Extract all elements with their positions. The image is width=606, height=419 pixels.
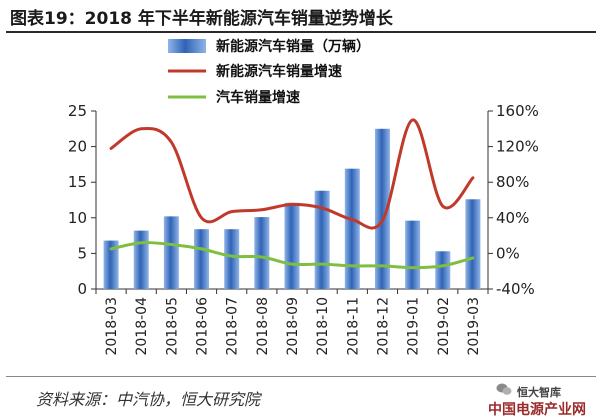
x-tick-label: 2018-03 bbox=[104, 297, 120, 356]
bar bbox=[194, 229, 210, 289]
y-left-tick-label: 25 bbox=[68, 102, 87, 120]
watermark-brand: 恒大智库 bbox=[517, 386, 561, 399]
y-left-tick-label: 10 bbox=[68, 209, 87, 227]
bar bbox=[103, 240, 119, 289]
bar bbox=[284, 202, 300, 289]
y-right-tick-label: 160% bbox=[496, 102, 539, 120]
x-tick-label: 2018-08 bbox=[255, 297, 271, 356]
x-tick-label: 2018-11 bbox=[345, 297, 361, 356]
bar bbox=[224, 229, 240, 289]
y-right-tick-label: 120% bbox=[496, 138, 539, 156]
x-tick-label: 2018-04 bbox=[134, 297, 150, 356]
auto-growth-line bbox=[109, 241, 475, 270]
x-tick-label: 2018-12 bbox=[375, 297, 391, 356]
bar bbox=[465, 199, 481, 289]
source-divider bbox=[6, 376, 596, 377]
x-tick-label: 2018-05 bbox=[164, 297, 180, 356]
bar bbox=[374, 128, 390, 289]
y-right-tick-label: 80% bbox=[496, 173, 529, 191]
legend-label: 新能源汽车销量（万辆） bbox=[216, 38, 370, 55]
y-right-tick-label: 40% bbox=[496, 209, 529, 227]
x-tick-label: 2019-01 bbox=[406, 297, 422, 356]
y-left-tick-label: 15 bbox=[68, 173, 87, 191]
bar bbox=[133, 230, 149, 289]
y-left-tick-label: 20 bbox=[68, 138, 87, 156]
x-tick-label: 2018-09 bbox=[285, 297, 301, 356]
nev-growth-line bbox=[109, 118, 475, 230]
bar bbox=[435, 251, 451, 289]
bar bbox=[405, 220, 421, 289]
figure-title: 图表19：2018 年下半年新能源汽车销量逆势增长 bbox=[10, 9, 393, 29]
y-right-tick-label: -40% bbox=[496, 280, 535, 298]
legend-swatch-bar bbox=[168, 39, 206, 53]
wechat-icon bbox=[496, 383, 512, 395]
x-tick-label: 2019-03 bbox=[466, 297, 482, 356]
x-tick-label: 2018-07 bbox=[225, 297, 241, 356]
y-right-tick-label: 0% bbox=[496, 244, 520, 262]
legend-label: 汽车销量增速 bbox=[216, 89, 300, 106]
bar bbox=[344, 168, 360, 289]
x-tick-label: 2019-02 bbox=[436, 297, 452, 356]
legend-label: 新能源汽车销量增速 bbox=[216, 63, 342, 80]
title-divider bbox=[6, 31, 596, 33]
line-series bbox=[109, 118, 475, 270]
y-left-tick-label: 5 bbox=[77, 244, 87, 262]
x-tick-label: 2018-06 bbox=[195, 297, 211, 356]
source-note: 资料来源：中汽协，恒大研究院 bbox=[36, 390, 261, 409]
axes: 0 5 10 15 20 25 -40% 0% 40% 80% 120% 160% 2018-03 201… bbox=[68, 102, 539, 356]
y-left-tick-label: 0 bbox=[77, 280, 87, 298]
watermark-site: 中国电源产业网 bbox=[488, 402, 586, 418]
bar bbox=[254, 217, 270, 289]
bar bbox=[163, 216, 179, 289]
chart: 0 5 10 15 20 25 -40% 0% 40% 80% 120% 160% 2018-03 201… bbox=[68, 38, 539, 356]
x-tick-label: 2018-10 bbox=[315, 297, 331, 356]
